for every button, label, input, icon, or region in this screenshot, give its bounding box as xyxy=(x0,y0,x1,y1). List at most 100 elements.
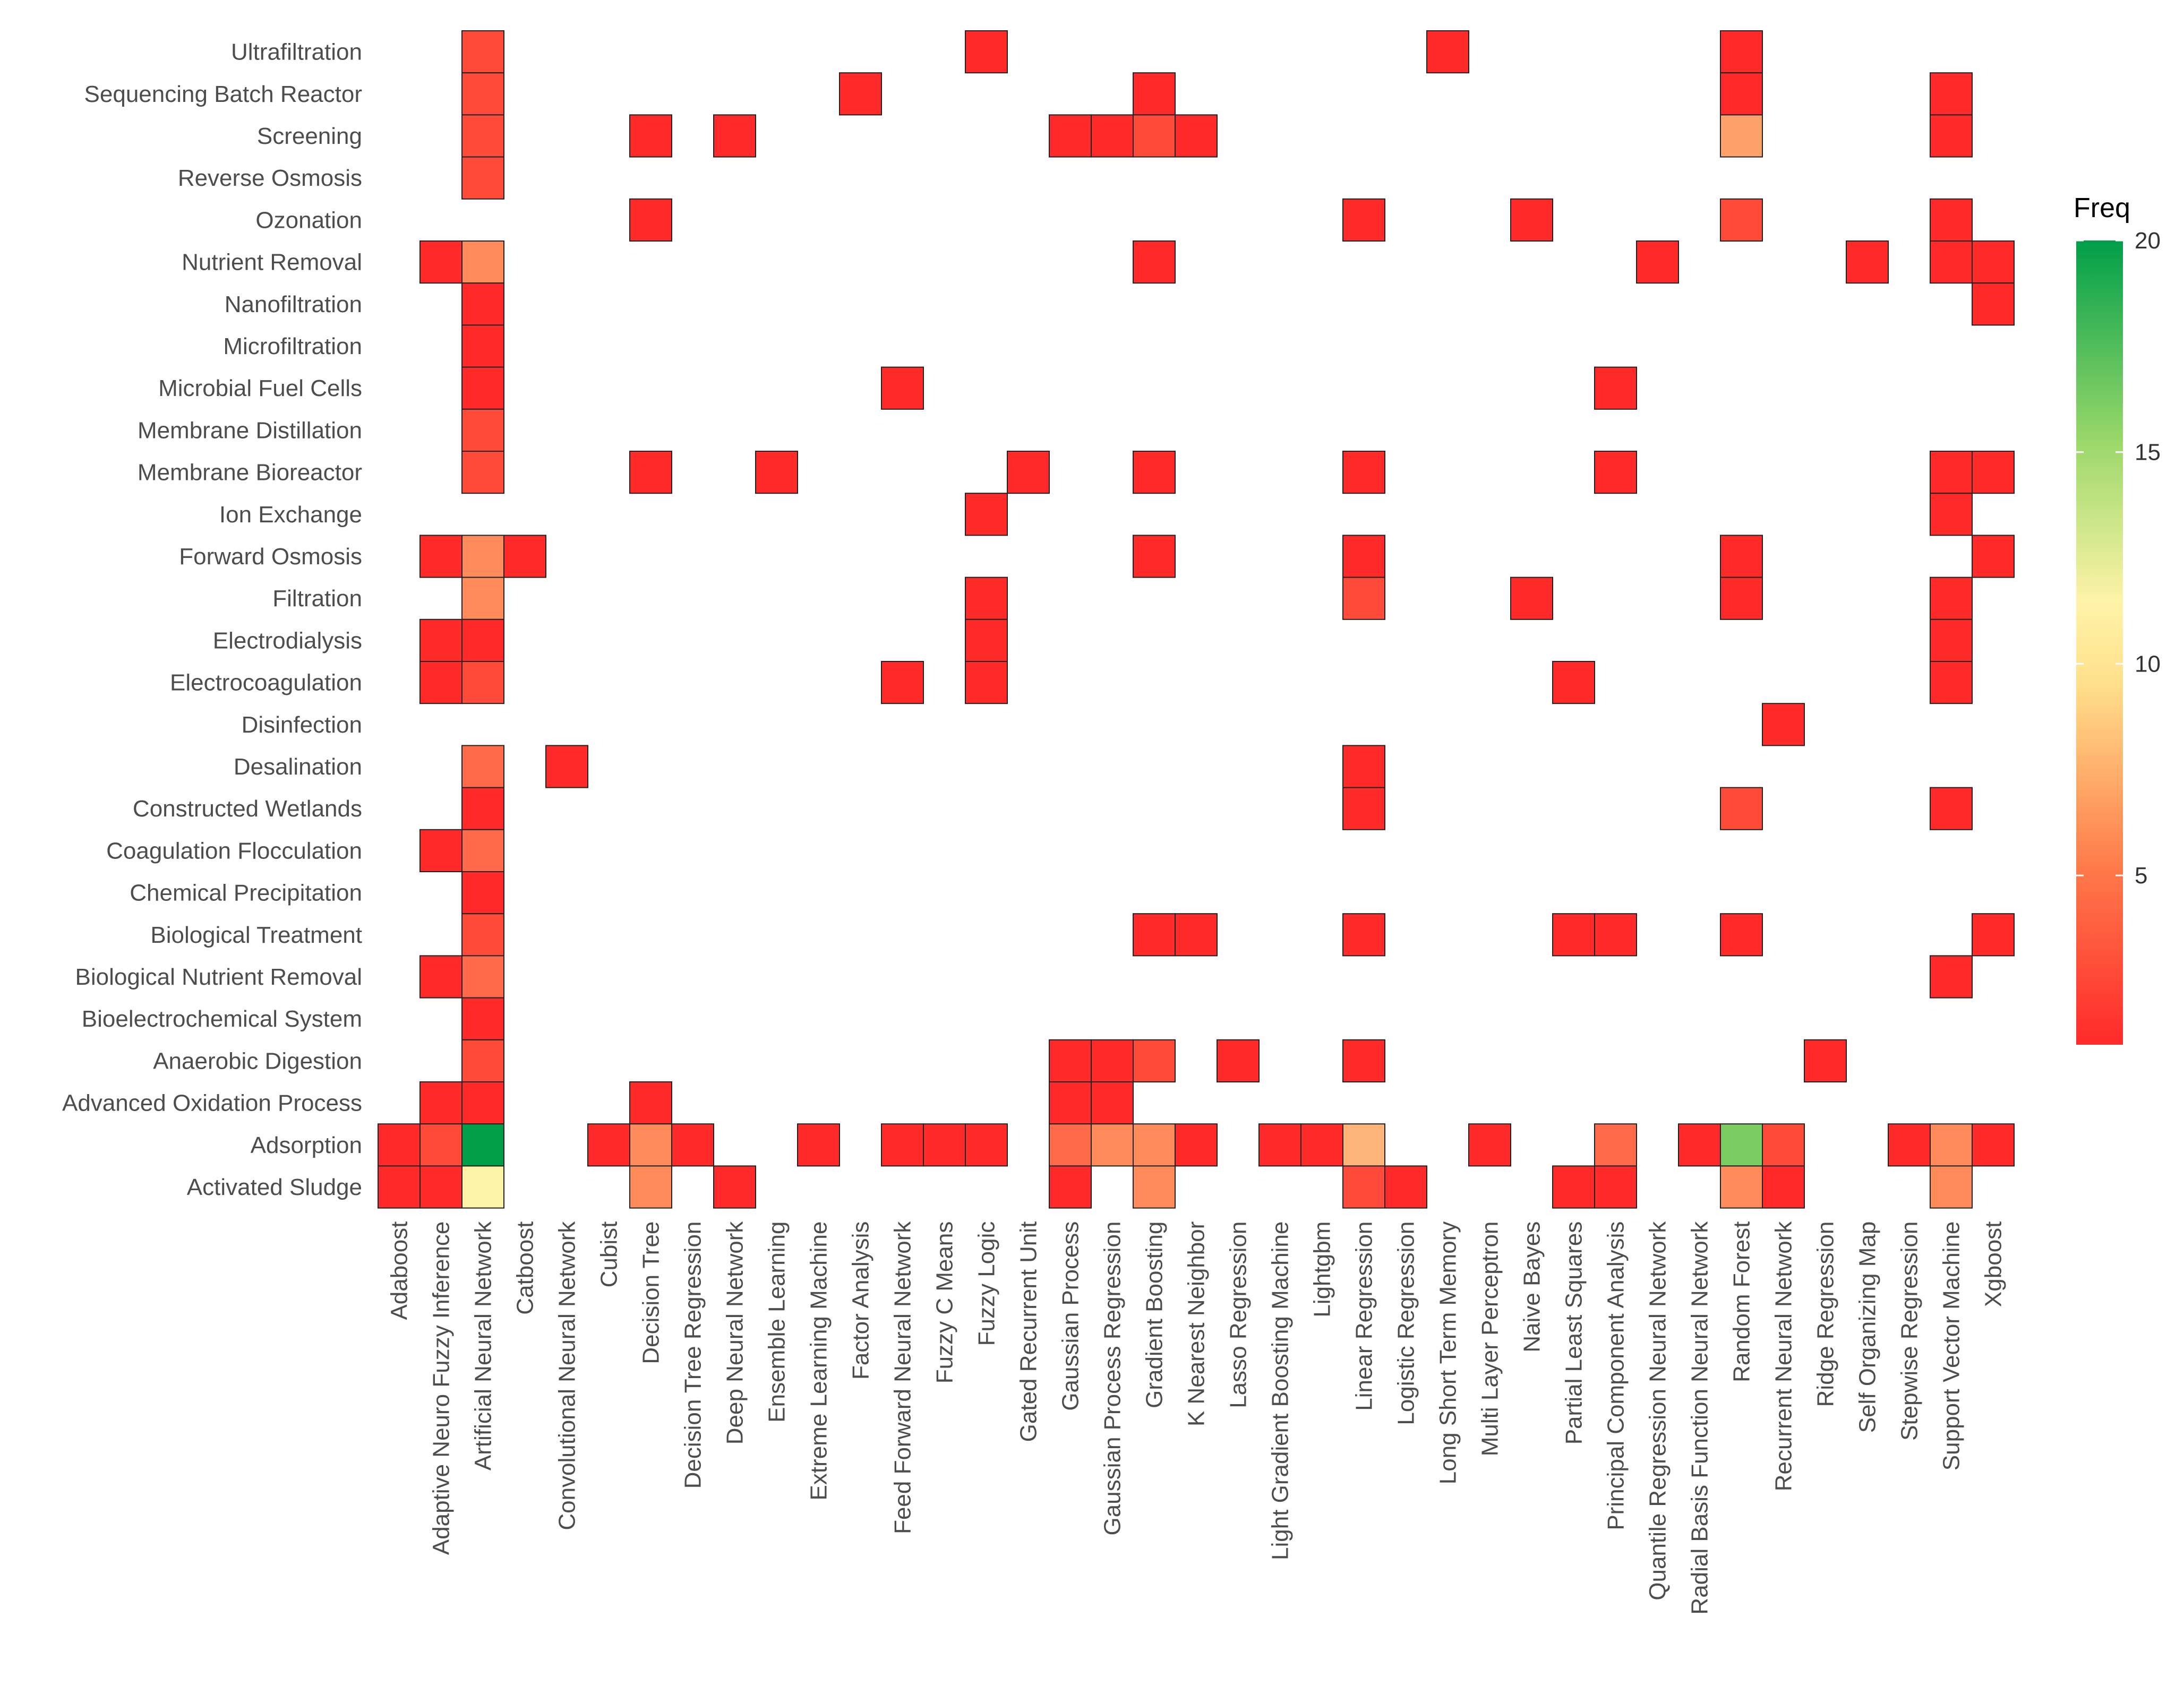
cell-ion-exchange-fuzzy-logic xyxy=(965,493,1008,536)
cell-reverse-osmosis-artificial-neural-network xyxy=(461,156,504,200)
cell-filtration-fuzzy-logic xyxy=(965,577,1008,620)
cell-membrane-bioreactor-ensemble-learning xyxy=(755,451,798,494)
cell-nutrient-removal-artificial-neural-network xyxy=(461,240,504,284)
cell-screening-gaussian-process-regression xyxy=(1091,114,1134,158)
cell-nutrient-removal-gradient-boosting xyxy=(1133,240,1176,284)
cell-sequencing-batch-reactor-random-forest xyxy=(1720,72,1763,116)
cell-adsorption-k-nearest-neighbor xyxy=(1175,1123,1218,1167)
x-label-decision-tree: Decision Tree xyxy=(638,1222,664,1364)
cell-electrocoagulation-partial-least-squares xyxy=(1552,661,1595,704)
cell-filtration-random-forest xyxy=(1720,577,1763,620)
y-label-screening: Screening xyxy=(257,123,362,149)
y-label-nanofiltration: Nanofiltration xyxy=(225,291,362,317)
x-label-linear-regression: Linear Regression xyxy=(1351,1222,1377,1411)
cell-biological-nutrient-removal-support-vector-machine xyxy=(1930,955,1973,999)
x-label-adaptive-neuro-fuzzy-inference: Adaptive Neuro Fuzzy Inference xyxy=(429,1222,455,1555)
cell-advanced-oxidation-process-gaussian-process-regression xyxy=(1091,1081,1134,1125)
cell-activated-sludge-linear-regression xyxy=(1342,1165,1385,1209)
cell-adsorption-gaussian-process xyxy=(1049,1123,1092,1167)
cell-adsorption-fuzzy-logic xyxy=(965,1123,1008,1167)
x-label-fuzzy-logic: Fuzzy Logic xyxy=(974,1222,1000,1346)
x-label-convolutional-neural-network: Convolutional Neural Network xyxy=(554,1221,580,1530)
cell-adsorption-xgboost xyxy=(1972,1123,2015,1167)
cell-adsorption-cubist xyxy=(587,1123,630,1167)
cell-nutrient-removal-quantile-regression-neural-network xyxy=(1636,240,1679,284)
legend-tick-label-15: 15 xyxy=(2135,440,2161,466)
cell-nutrient-removal-adaptive-neuro-fuzzy-inference xyxy=(419,240,463,284)
cell-anaerobic-digestion-gaussian-process xyxy=(1049,1039,1092,1083)
y-label-reverse-osmosis: Reverse Osmosis xyxy=(178,165,362,191)
cell-ultrafiltration-fuzzy-logic xyxy=(965,30,1008,74)
cell-ultrafiltration-long-short-term-memory xyxy=(1426,30,1469,74)
cell-screening-artificial-neural-network xyxy=(461,114,504,158)
cell-nutrient-removal-self-organizing-map xyxy=(1846,240,1889,284)
cell-biological-treatment-partial-least-squares xyxy=(1552,913,1595,957)
cell-electrodialysis-fuzzy-logic xyxy=(965,618,1008,663)
y-label-microfiltration: Microfiltration xyxy=(223,333,362,359)
cell-electrocoagulation-artificial-neural-network xyxy=(461,661,504,704)
x-label-catboost: Catboost xyxy=(512,1222,538,1315)
cell-adsorption-decision-tree-regression xyxy=(671,1123,714,1167)
cell-nutrient-removal-support-vector-machine xyxy=(1930,240,1973,284)
y-label-chemical-precipitation: Chemical Precipitation xyxy=(130,880,362,906)
x-label-adaboost: Adaboost xyxy=(387,1222,413,1320)
cell-adsorption-lightgbm xyxy=(1300,1123,1343,1167)
x-axis-labels: Adaboost Adaptive Neuro Fuzzy Inference Ar… xyxy=(387,1221,2007,1615)
cell-activated-sludge-support-vector-machine xyxy=(1930,1165,1973,1209)
cell-adsorption-artificial-neural-network xyxy=(461,1123,504,1167)
cell-anaerobic-digestion-linear-regression xyxy=(1342,1039,1385,1083)
x-label-ridge-regression: Ridge Regression xyxy=(1813,1222,1839,1407)
y-label-coagulation-flocculation: Coagulation Flocculation xyxy=(106,838,362,864)
cell-forward-osmosis-random-forest xyxy=(1720,535,1763,578)
cell-sequencing-batch-reactor-artificial-neural-network xyxy=(461,72,504,116)
cell-electrocoagulation-adaptive-neuro-fuzzy-inference xyxy=(419,661,463,704)
cell-adsorption-multi-layer-perceptron xyxy=(1468,1123,1511,1167)
cell-adsorption-random-forest xyxy=(1720,1123,1763,1167)
cell-activated-sludge-principal-component-analysis xyxy=(1594,1165,1637,1209)
cell-biological-treatment-linear-regression xyxy=(1342,913,1385,957)
cell-adsorption-gaussian-process-regression xyxy=(1091,1123,1134,1167)
legend-tick-label-5: 5 xyxy=(2135,863,2147,889)
x-label-support-vector-machine: Support Vector Machine xyxy=(1939,1222,1965,1471)
x-label-logistic-regression: Logistic Regression xyxy=(1393,1222,1419,1425)
cell-adsorption-linear-regression xyxy=(1342,1123,1385,1167)
x-label-lasso-regression: Lasso Regression xyxy=(1226,1222,1252,1408)
cell-biological-treatment-principal-component-analysis xyxy=(1594,913,1637,957)
cell-electrodialysis-support-vector-machine xyxy=(1930,618,1973,663)
cell-bioelectrochemical-system-artificial-neural-network xyxy=(461,997,504,1040)
cell-ozonation-linear-regression xyxy=(1342,198,1385,242)
x-label-k-nearest-neighbor: K Nearest Neighbor xyxy=(1184,1222,1210,1426)
cell-activated-sludge-decision-tree xyxy=(629,1165,672,1209)
y-label-advanced-oxidation-process: Advanced Oxidation Process xyxy=(62,1090,362,1116)
legend-ticks: 5 10 15 20 xyxy=(2076,228,2161,889)
cell-membrane-distillation-artificial-neural-network xyxy=(461,408,504,452)
cell-electrocoagulation-fuzzy-logic xyxy=(965,661,1008,704)
cell-activated-sludge-partial-least-squares xyxy=(1552,1165,1595,1209)
cell-membrane-bioreactor-support-vector-machine xyxy=(1930,451,1973,494)
cell-sequencing-batch-reactor-factor-analysis xyxy=(839,72,882,116)
cell-electrodialysis-adaptive-neuro-fuzzy-inference xyxy=(419,618,463,663)
x-label-quantile-regression-neural-network: Quantile Regression Neural Network xyxy=(1645,1221,1671,1601)
cell-filtration-linear-regression xyxy=(1342,577,1385,620)
cell-screening-random-forest xyxy=(1720,114,1763,158)
cell-advanced-oxidation-process-artificial-neural-network xyxy=(461,1081,504,1125)
cell-adsorption-feed-forward-neural-network xyxy=(881,1123,924,1167)
cell-nanofiltration-artificial-neural-network xyxy=(461,282,504,326)
cell-adsorption-decision-tree xyxy=(629,1123,672,1167)
cell-ozonation-random-forest xyxy=(1720,198,1763,242)
cell-microbial-fuel-cells-principal-component-analysis xyxy=(1594,366,1637,410)
cell-sequencing-batch-reactor-gradient-boosting xyxy=(1133,72,1176,116)
x-label-ensemble-learning: Ensemble Learning xyxy=(764,1222,790,1423)
cell-adsorption-gradient-boosting xyxy=(1133,1123,1176,1167)
cell-activated-sludge-recurrent-neural-network xyxy=(1762,1165,1805,1209)
cell-adsorption-stepwise-regression xyxy=(1888,1123,1931,1167)
x-label-artificial-neural-network: Artificial Neural Network xyxy=(470,1221,496,1470)
cell-constructed-wetlands-linear-regression xyxy=(1342,787,1385,830)
cell-electrodialysis-artificial-neural-network xyxy=(461,618,504,663)
y-label-electrodialysis: Electrodialysis xyxy=(213,627,362,653)
cell-desalination-artificial-neural-network xyxy=(461,745,504,788)
cell-forward-osmosis-linear-regression xyxy=(1342,535,1385,578)
x-label-decision-tree-regression: Decision Tree Regression xyxy=(680,1222,706,1489)
y-label-microbial-fuel-cells: Microbial Fuel Cells xyxy=(158,375,362,401)
cell-ion-exchange-support-vector-machine xyxy=(1930,493,1973,536)
